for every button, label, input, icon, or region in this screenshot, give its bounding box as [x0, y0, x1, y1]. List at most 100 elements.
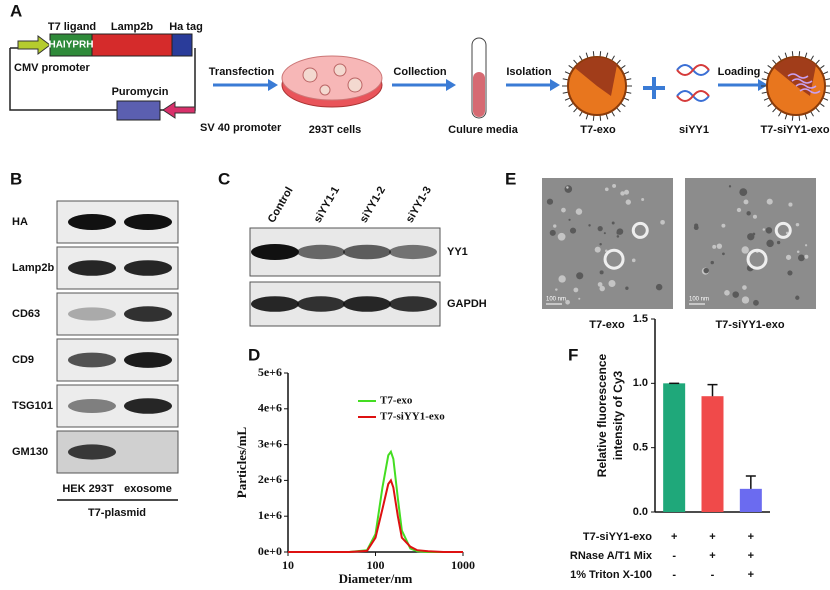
row-label: CD63 — [12, 308, 40, 320]
cmv-arrow — [17, 35, 51, 55]
particle — [553, 224, 557, 228]
bar — [739, 488, 762, 512]
legend-label: T7-exo — [380, 395, 413, 407]
x-tick-label: 1000 — [451, 558, 475, 572]
particle — [694, 223, 699, 228]
spike — [804, 113, 808, 120]
particle — [624, 189, 630, 195]
spike — [822, 97, 829, 101]
particle — [765, 227, 773, 234]
cell — [347, 77, 363, 93]
group-label: T7-plasmid — [88, 507, 146, 519]
dish-top — [281, 55, 383, 101]
spike — [784, 113, 788, 120]
y-tick-label: 1e+6 — [258, 508, 282, 522]
particle — [616, 235, 620, 238]
vesicle — [774, 221, 792, 239]
particle — [599, 285, 605, 292]
puromycin-box — [116, 100, 161, 121]
particle — [558, 275, 566, 283]
panel-label: C — [218, 169, 230, 188]
band — [124, 214, 172, 230]
vesicle — [603, 248, 625, 270]
y-tick-label: 0.5 — [633, 442, 648, 454]
band — [68, 352, 116, 368]
plasmid-loop — [9, 47, 196, 111]
panel-label: A — [10, 1, 22, 20]
sirna — [787, 73, 809, 79]
band — [251, 244, 299, 260]
particle — [549, 229, 556, 236]
lane-label: siYY1-2 — [358, 185, 388, 225]
row-label: GAPDH — [447, 298, 487, 310]
y-tick-label: 1.0 — [633, 377, 648, 389]
particle — [564, 185, 573, 193]
y-axis-label: Relative fluorescence — [595, 353, 609, 477]
condition-mark: + — [748, 569, 754, 581]
particle — [728, 185, 732, 188]
band — [124, 398, 172, 414]
sirna — [795, 83, 817, 89]
step-label: Isolation — [506, 66, 552, 78]
step-label: Loading — [718, 66, 761, 78]
particle — [788, 202, 793, 207]
particle — [785, 254, 792, 260]
particle — [611, 221, 615, 225]
dna — [676, 90, 710, 102]
lamp2b-box — [91, 33, 173, 57]
particle — [776, 240, 781, 245]
band — [68, 307, 116, 321]
lane-label: siYY1-3 — [404, 185, 434, 225]
particle — [762, 228, 766, 231]
particle — [588, 224, 591, 227]
band — [68, 214, 116, 230]
exosome-cut — [575, 57, 617, 96]
particle — [741, 296, 750, 304]
spike — [611, 110, 615, 117]
lane-label: exosome — [124, 483, 172, 495]
band — [124, 260, 172, 276]
particle — [739, 188, 748, 197]
scale-bar-label: 100 nm — [689, 297, 709, 303]
particle — [568, 218, 571, 221]
band — [297, 244, 345, 260]
image-label: T7-siYY1-exo — [715, 319, 784, 331]
particle — [604, 187, 609, 192]
band — [343, 244, 391, 260]
particle — [716, 243, 723, 249]
condition-mark: + — [671, 531, 677, 543]
workflow — [281, 37, 665, 119]
spike — [623, 97, 630, 101]
arrow-head — [446, 79, 456, 91]
particle — [710, 260, 714, 265]
condition-label: 1% Triton X-100 — [570, 569, 652, 581]
particle — [766, 239, 774, 248]
particle — [796, 250, 800, 254]
particle — [599, 270, 604, 275]
row-label: YY1 — [447, 246, 468, 258]
band — [68, 444, 116, 460]
particle — [641, 198, 645, 202]
particle — [612, 183, 617, 188]
label: CMV promoter — [14, 62, 91, 74]
y-tick-label: 2e+6 — [258, 472, 282, 486]
particle — [625, 199, 631, 205]
band — [251, 296, 299, 312]
condition-label: T7-siYY1-exo — [583, 531, 652, 543]
scale-bar-label: 100 nm — [546, 297, 566, 303]
particle — [660, 220, 665, 225]
band — [124, 352, 172, 368]
particle — [561, 207, 566, 213]
micrograph — [685, 178, 816, 309]
x-tick-label: 10 — [282, 558, 294, 572]
sirna — [799, 88, 821, 94]
particle — [569, 227, 577, 234]
spike — [585, 113, 589, 120]
particle — [787, 270, 793, 276]
spike — [564, 97, 571, 101]
particle — [597, 282, 603, 287]
particle — [746, 211, 751, 216]
particle — [616, 228, 624, 235]
particle — [747, 233, 755, 241]
